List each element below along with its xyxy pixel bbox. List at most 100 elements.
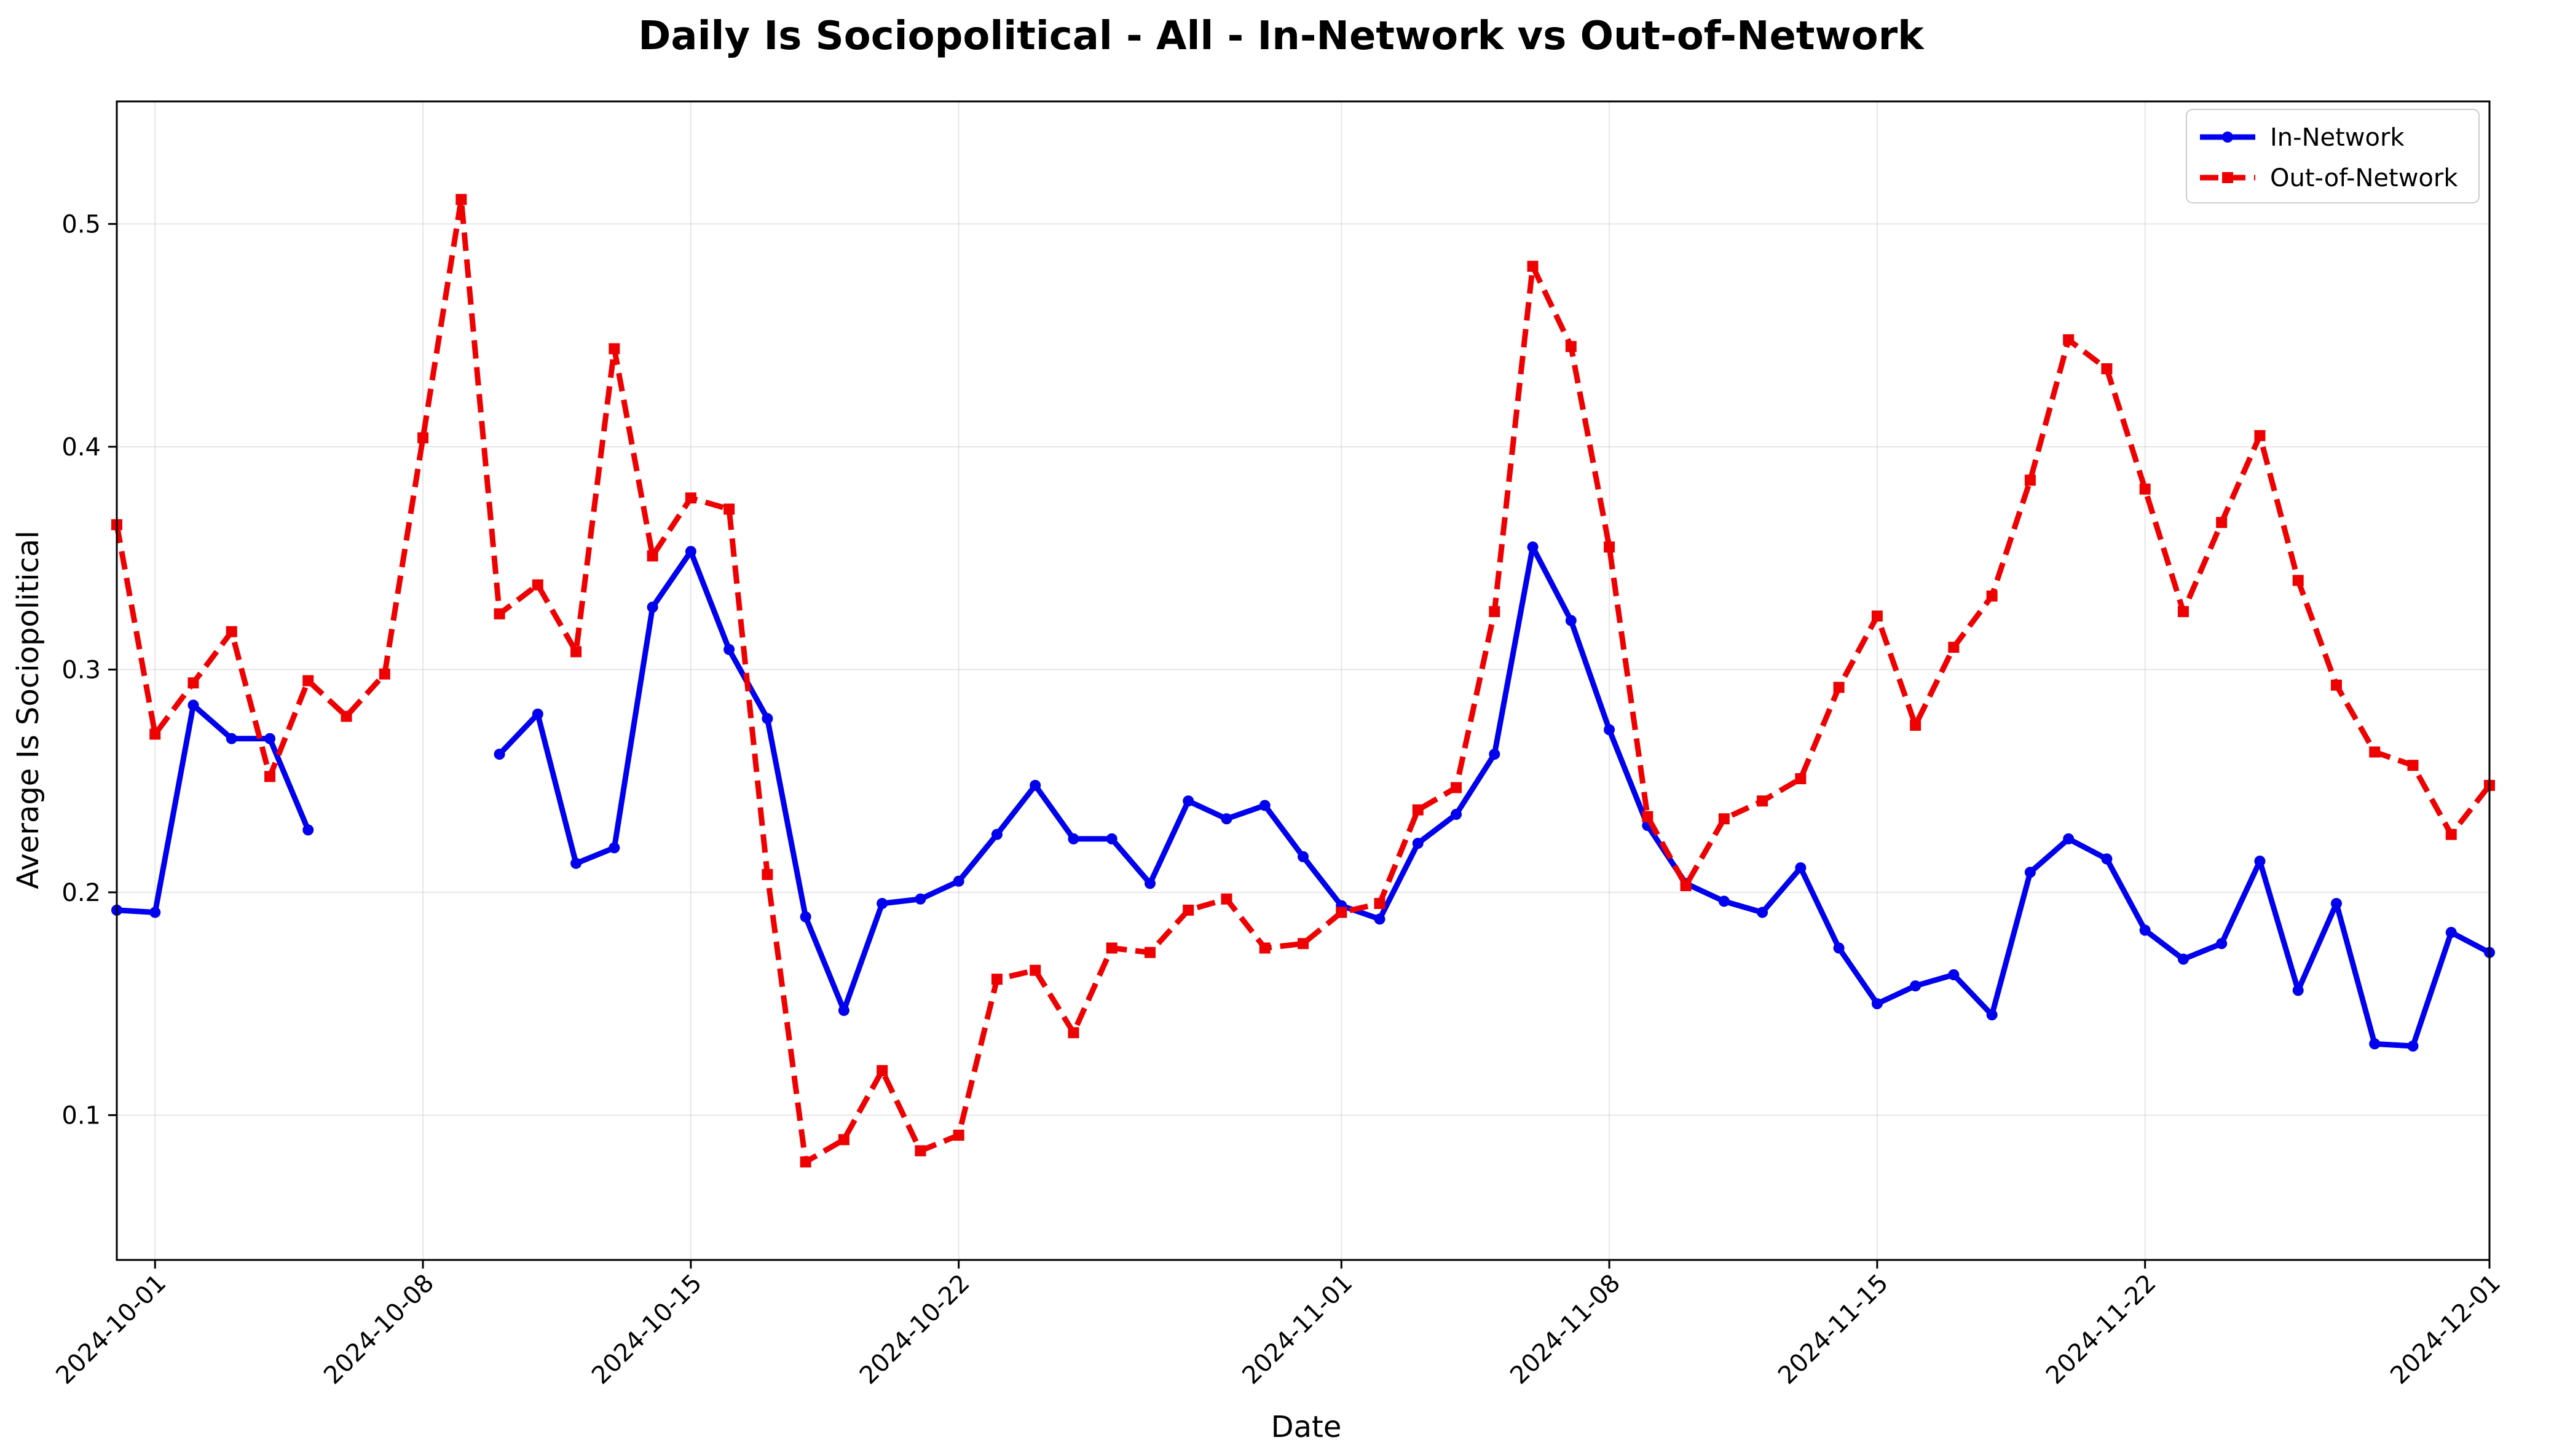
data-point-out-of-network [1871, 610, 1883, 622]
data-point-out-of-network [1604, 541, 1615, 553]
data-point-out-of-network [417, 432, 429, 444]
data-point-out-of-network [1948, 642, 1960, 653]
data-point-out-of-network [2292, 575, 2304, 586]
y-tick-label: 0.1 [61, 1101, 101, 1130]
data-point-out-of-network [991, 974, 1003, 985]
data-point-out-of-network [2445, 828, 2457, 840]
data-point-out-of-network [1412, 804, 1424, 816]
series-line-out-of-network [114, 197, 2492, 1165]
chart-title: Daily Is Sociopolitical - All - In-Netwo… [638, 14, 1925, 59]
data-point-in-network [1948, 969, 1960, 980]
data-point-in-network [187, 699, 199, 711]
data-point-in-network [953, 875, 964, 887]
data-point-out-of-network [2024, 474, 2036, 486]
data-point-in-network [1183, 795, 1194, 807]
data-point-out-of-network [723, 503, 735, 515]
data-point-out-of-network [1068, 1027, 1079, 1039]
data-point-in-network [800, 911, 811, 923]
data-point-out-of-network [532, 579, 543, 591]
data-point-out-of-network [2101, 363, 2113, 374]
series-out-of-network [111, 194, 2495, 1168]
data-point-in-network [1871, 998, 1883, 1010]
y-tick-label: 0.4 [61, 433, 101, 462]
data-point-out-of-network [1259, 942, 1271, 954]
data-point-in-network [1144, 878, 1156, 889]
data-point-in-network [226, 733, 237, 744]
data-point-out-of-network [877, 1064, 888, 1076]
data-point-out-of-network [149, 728, 161, 740]
data-point-in-network [991, 828, 1003, 840]
data-point-out-of-network [2216, 517, 2228, 529]
y-axis-label: Average Is Sociopolitical [11, 530, 45, 889]
data-point-out-of-network [1030, 964, 1041, 976]
data-point-in-network [264, 733, 276, 744]
data-point-in-network [1374, 913, 1385, 925]
y-tick-label: 0.2 [61, 879, 101, 907]
data-point-in-network [1068, 833, 1079, 844]
data-point-out-of-network [1374, 898, 1385, 909]
data-point-out-of-network [800, 1156, 811, 1168]
data-point-in-network [2216, 938, 2228, 950]
data-point-in-network [1604, 724, 1615, 736]
data-point-in-network [2292, 985, 2304, 996]
data-point-out-of-network [1642, 811, 1653, 822]
data-point-out-of-network [2063, 334, 2075, 345]
data-point-out-of-network [2177, 606, 2189, 618]
data-point-in-network [532, 708, 543, 720]
data-point-in-network [494, 749, 505, 760]
data-point-in-network [2254, 856, 2266, 867]
data-point-out-of-network [1183, 904, 1194, 916]
data-point-in-network [1718, 895, 1730, 907]
data-point-out-of-network [302, 675, 314, 687]
data-point-out-of-network [187, 677, 199, 689]
data-point-out-of-network [685, 492, 696, 504]
y-tick-label: 0.5 [61, 210, 101, 238]
data-point-out-of-network [1336, 907, 1347, 918]
data-point-out-of-network [2369, 746, 2381, 758]
data-point-in-network [1106, 833, 1117, 844]
data-point-out-of-network [647, 550, 658, 562]
data-point-in-network [1221, 813, 1232, 825]
data-point-out-of-network [2330, 679, 2342, 691]
data-point-out-of-network [1757, 795, 1768, 807]
data-point-out-of-network [838, 1134, 849, 1146]
data-point-out-of-network [915, 1145, 926, 1157]
data-point-in-network [1259, 800, 1271, 811]
data-point-in-network [2445, 927, 2457, 939]
data-point-out-of-network [494, 608, 505, 620]
data-point-out-of-network [762, 868, 773, 880]
data-point-out-of-network [953, 1130, 964, 1141]
data-point-in-network [1412, 838, 1424, 849]
plot-frame [116, 100, 2491, 1261]
data-point-out-of-network [1451, 782, 1462, 793]
data-point-out-of-network [609, 343, 620, 355]
data-point-out-of-network [379, 668, 390, 680]
data-point-out-of-network [341, 710, 352, 722]
data-point-in-network [1565, 615, 1577, 626]
data-point-in-network [1030, 779, 1041, 791]
legend-marker-in-network [2222, 132, 2233, 143]
data-point-in-network [2063, 833, 2075, 844]
x-axis-label: Date [1271, 1410, 1342, 1444]
data-point-out-of-network [1986, 590, 1998, 602]
data-point-out-of-network [1298, 938, 1309, 950]
data-point-out-of-network [1680, 880, 1692, 891]
data-point-in-network [1298, 851, 1309, 862]
data-point-in-network [915, 893, 926, 905]
legend: In-Network Out-of-Network [2186, 109, 2480, 203]
legend-marker-out-of-network [2222, 172, 2233, 183]
data-point-in-network [762, 713, 773, 725]
data-point-out-of-network [455, 194, 467, 205]
data-point-out-of-network [1489, 606, 1500, 618]
data-point-in-network [877, 898, 888, 909]
data-point-in-network [1910, 980, 1922, 992]
y-tick-label: 0.3 [61, 656, 101, 684]
data-point-in-network [2330, 898, 2342, 909]
data-point-in-network [570, 857, 582, 869]
data-point-out-of-network [1565, 340, 1577, 352]
data-point-in-network [1795, 862, 1807, 873]
data-point-in-network [2139, 924, 2151, 936]
data-point-out-of-network [570, 646, 582, 658]
data-point-in-network [1757, 907, 1768, 918]
